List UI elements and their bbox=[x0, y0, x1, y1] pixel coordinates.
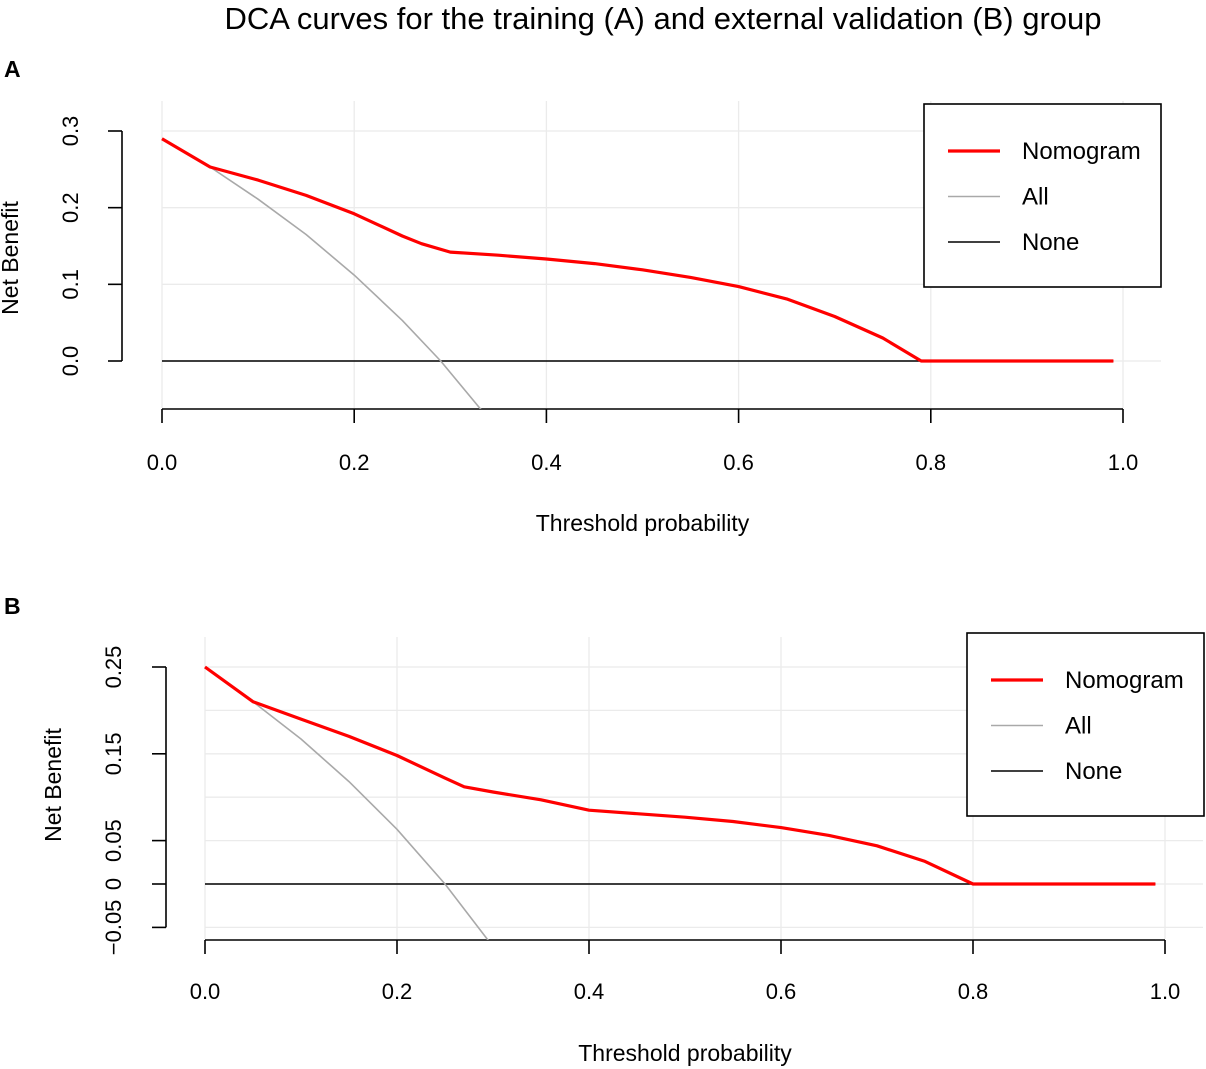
legend-label-nomogram: Nomogram bbox=[1065, 667, 1184, 694]
panel-label: A bbox=[4, 56, 21, 82]
legend: Nomogram All None bbox=[923, 103, 1162, 288]
panel-a: 0.0 0.1 0.2 0.3 0.0 0.2 0.4 0.6 0.8 1.0 Threshold … bbox=[0, 56, 1162, 536]
series-line-all bbox=[204, 666, 489, 940]
legend: Nomogram All None bbox=[966, 632, 1205, 817]
plot-area bbox=[161, 137, 1114, 409]
x-tick-label: 0.0 bbox=[190, 979, 221, 1004]
x-axis: 0.0 0.2 0.4 0.6 0.8 1.0 bbox=[147, 408, 1139, 475]
x-tick-label: 0.2 bbox=[339, 450, 370, 475]
legend-label-none: None bbox=[1022, 229, 1079, 256]
x-tick-label: 0.2 bbox=[382, 979, 413, 1004]
series-line-nomogram bbox=[161, 137, 1114, 363]
x-tick-label: 0.0 bbox=[147, 450, 178, 475]
legend-label-all: All bbox=[1065, 713, 1092, 740]
x-tick-label: 1.0 bbox=[1150, 979, 1181, 1004]
y-tick-label: 0.1 bbox=[58, 269, 83, 300]
x-tick-label: 0.8 bbox=[916, 450, 947, 475]
y-axis-title: Net Benefit bbox=[40, 728, 66, 842]
y-tick-label: 0.25 bbox=[101, 646, 126, 689]
x-tick-label: 0.6 bbox=[766, 979, 797, 1004]
y-tick-label: 0.2 bbox=[58, 192, 83, 223]
y-tick-label: 0.15 bbox=[101, 732, 126, 775]
x-tick-label: 0.6 bbox=[723, 450, 754, 475]
panel-label: B bbox=[4, 593, 21, 619]
legend-label-nomogram: Nomogram bbox=[1022, 138, 1141, 165]
y-tick-label: 0 bbox=[101, 878, 126, 890]
y-axis: −0.05 0 0.05 0.15 0.25 bbox=[101, 646, 167, 956]
legend-label-none: None bbox=[1065, 758, 1122, 785]
panel-b: −0.05 0 0.05 0.15 0.25 0.0 0.2 0.4 0.6 0.8 1.0 Thre… bbox=[4, 593, 1205, 1066]
y-tick-label: 0.05 bbox=[101, 819, 126, 862]
y-axis-title: Net Benefit bbox=[0, 201, 23, 315]
x-axis-title: Threshold probability bbox=[578, 1040, 792, 1066]
y-axis: 0.0 0.1 0.2 0.3 bbox=[58, 116, 123, 377]
y-tick-label: 0.3 bbox=[58, 116, 83, 147]
legend-box bbox=[923, 103, 1162, 288]
figure-title: DCA curves for the training (A) and exte… bbox=[224, 1, 1101, 36]
plot-area bbox=[204, 665, 1156, 940]
x-axis: 0.0 0.2 0.4 0.6 0.8 1.0 bbox=[190, 939, 1181, 1004]
legend-box bbox=[966, 632, 1205, 817]
x-tick-label: 0.8 bbox=[958, 979, 989, 1004]
x-tick-label: 0.4 bbox=[531, 450, 562, 475]
series-line-all bbox=[161, 138, 482, 409]
y-tick-label: 0.0 bbox=[58, 346, 83, 377]
series-line-nomogram bbox=[204, 665, 1156, 886]
x-tick-label: 0.4 bbox=[574, 979, 605, 1004]
x-axis-title: Threshold probability bbox=[536, 510, 750, 536]
legend-label-all: All bbox=[1022, 184, 1049, 211]
y-tick-label: −0.05 bbox=[101, 900, 126, 956]
x-tick-label: 1.0 bbox=[1108, 450, 1139, 475]
